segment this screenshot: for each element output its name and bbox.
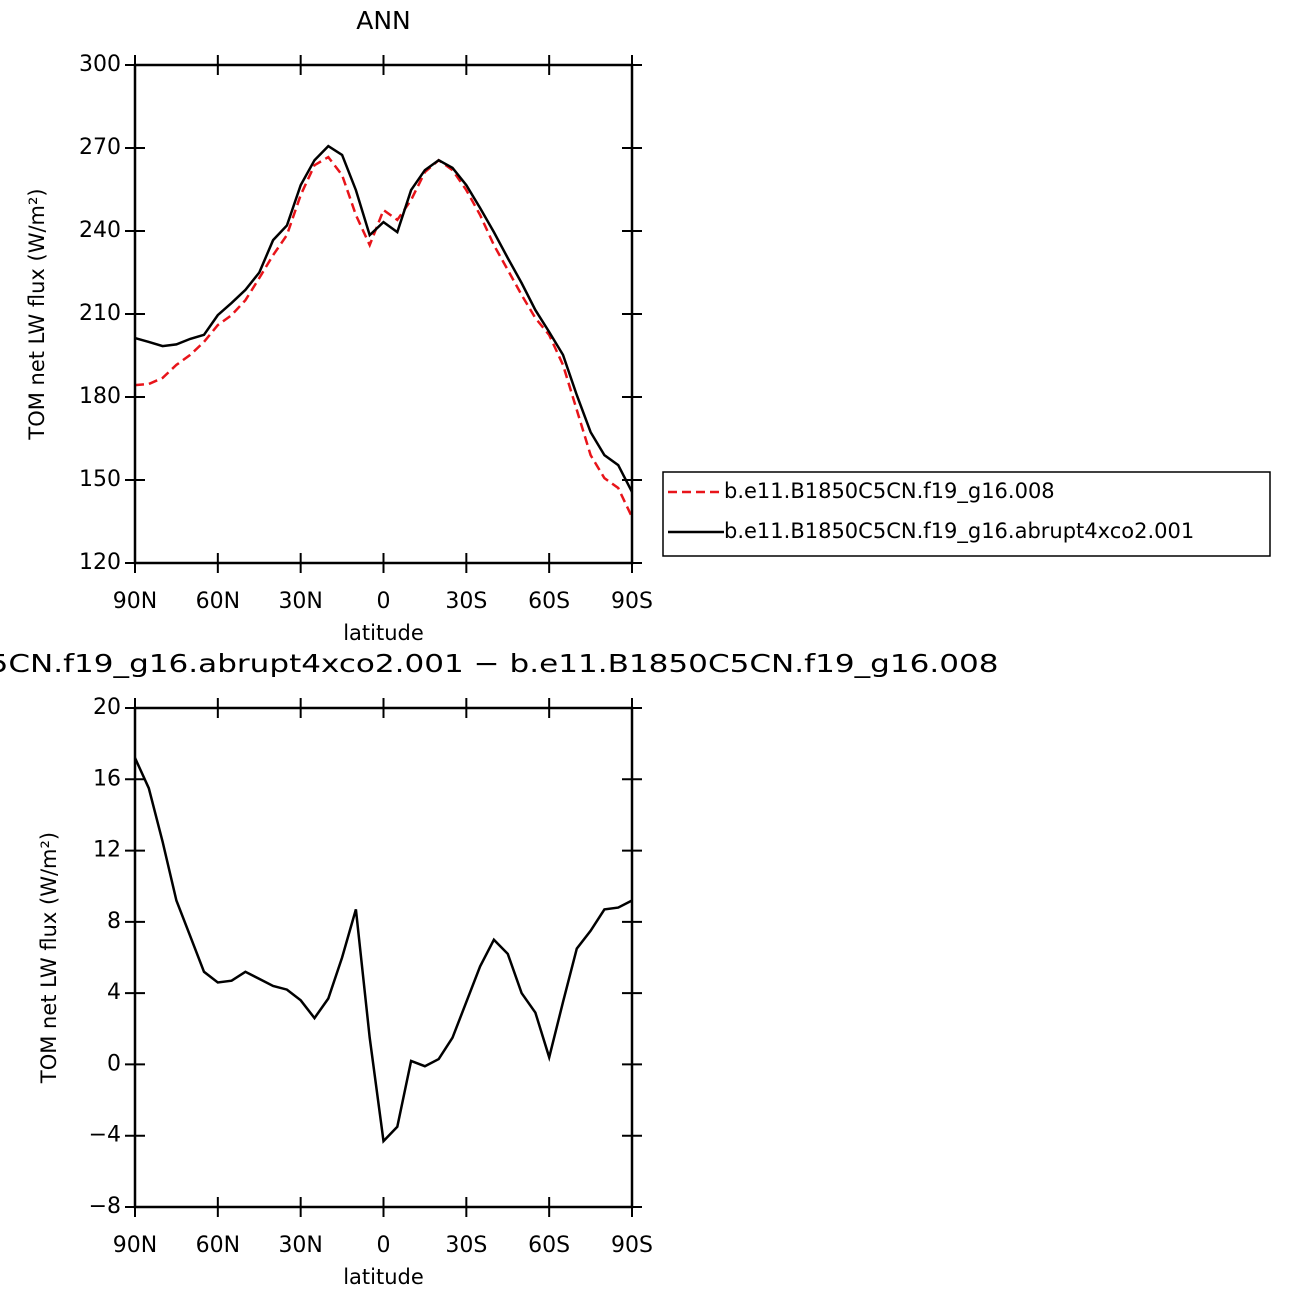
- y-tick-label: 240: [79, 218, 121, 243]
- x-tick-label: 0: [377, 1233, 391, 1258]
- plot-frame: [133, 63, 634, 565]
- x-tick-label: 60S: [528, 1233, 570, 1258]
- y-tick-label: 0: [107, 1051, 121, 1076]
- y-tick-label: 300: [79, 52, 121, 77]
- x-tick-label: 90N: [113, 589, 157, 614]
- y-tick-label: 150: [79, 467, 121, 492]
- legend-label: b.e11.B1850C5CN.f19_g16.abrupt4xco2.001: [724, 519, 1194, 544]
- x-tick-label: 30S: [445, 589, 487, 614]
- x-axis-label: latitude: [343, 621, 424, 645]
- x-tick-label: 30N: [278, 1233, 322, 1258]
- y-tick-label: 20: [93, 695, 121, 720]
- y-tick-label: 8: [107, 909, 121, 934]
- y-tick-label: 210: [79, 301, 121, 326]
- legend-label: b.e11.B1850C5CN.f19_g16.008: [724, 479, 1055, 504]
- x-tick-label: 90N: [113, 1233, 157, 1258]
- y-tick-label: 16: [93, 766, 121, 791]
- line: [133, 757, 633, 1144]
- line: [134, 155, 634, 518]
- legend-box: [662, 471, 1271, 557]
- line: [134, 144, 634, 493]
- y-axis-label: TOM net LW flux (W/m²): [37, 832, 61, 1084]
- y-tick-label: −4: [89, 1123, 121, 1148]
- x-axis-label: latitude: [343, 1265, 424, 1289]
- x-tick-label: 60N: [196, 589, 240, 614]
- x-tick-label: 60N: [196, 1233, 240, 1258]
- y-tick-label: 4: [107, 980, 121, 1005]
- plot-frame: [133, 706, 634, 1209]
- x-tick-label: 60S: [528, 589, 570, 614]
- y-tick-label: 270: [79, 135, 121, 160]
- chart-title: b.e11.B1850C5CN.f19_g16.abrupt4xco2.001 …: [0, 649, 999, 678]
- y-tick-label: −8: [89, 1194, 121, 1219]
- x-tick-label: 90S: [611, 1233, 653, 1258]
- chart-title: ANN: [356, 6, 411, 35]
- x-tick-label: 30N: [278, 589, 322, 614]
- x-tick-label: 0: [377, 589, 391, 614]
- y-tick-label: 180: [79, 384, 121, 409]
- y-tick-label: 12: [93, 838, 121, 863]
- x-tick-label: 90S: [611, 589, 653, 614]
- y-tick-label: 120: [79, 550, 121, 575]
- x-tick-label: 30S: [445, 1233, 487, 1258]
- y-axis-label: TOM net LW flux (W/m²): [25, 188, 49, 440]
